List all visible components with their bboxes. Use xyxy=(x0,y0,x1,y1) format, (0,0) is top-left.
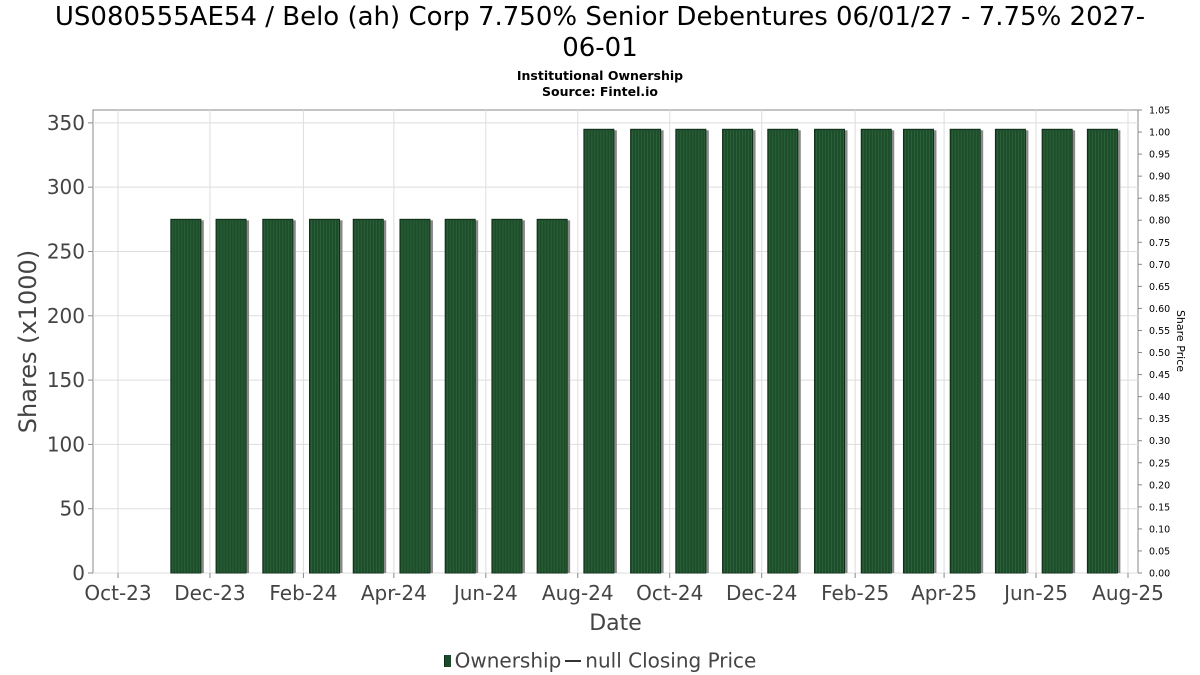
x-tick-label: Oct-23 xyxy=(84,581,151,605)
y2-tick-label: 0.45 xyxy=(1149,370,1170,381)
y2-axis-title: Share Price xyxy=(1174,310,1187,372)
ownership-bar xyxy=(949,128,981,574)
ownership-bar xyxy=(309,218,341,574)
ownership-bar xyxy=(1041,128,1073,574)
y2-tick-label: 0.70 xyxy=(1149,260,1170,271)
chart-legend: Ownership null Closing Price xyxy=(0,647,1200,673)
y2-tick-label: 0.55 xyxy=(1149,326,1170,337)
x-tick-label: Dec-24 xyxy=(726,581,797,605)
y-tick-label: 100 xyxy=(47,432,85,456)
legend-ownership: Ownership xyxy=(454,648,562,673)
y2-tick-label: 0.35 xyxy=(1149,414,1170,425)
ownership-bar xyxy=(444,218,476,574)
y2-tick-label: 0.40 xyxy=(1149,392,1170,403)
y2-tick-label: 0.20 xyxy=(1149,480,1170,491)
ownership-bar xyxy=(170,218,202,574)
y-tick-label: 150 xyxy=(47,368,85,392)
y2-tick-label: 0.95 xyxy=(1149,150,1170,161)
ownership-bar xyxy=(814,128,846,574)
y-tick-label: 0 xyxy=(72,561,85,585)
x-axis-title: Date xyxy=(589,611,642,636)
ownership-bar xyxy=(536,218,568,574)
ownership-bar xyxy=(860,128,892,574)
x-tick-label: Oct-24 xyxy=(636,581,703,605)
x-tick-label: Jun-24 xyxy=(452,581,518,605)
ownership-bar xyxy=(722,128,754,574)
chart-source: Source: Fintel.io xyxy=(542,84,658,99)
x-tick-label: Feb-24 xyxy=(269,581,337,605)
y2-tick-label: 0.00 xyxy=(1149,569,1170,580)
x-tick-label: Feb-25 xyxy=(821,581,889,605)
y2-tick-label: 0.75 xyxy=(1149,238,1170,249)
x-tick-label: Aug-24 xyxy=(542,581,614,605)
y2-tick-label: 0.15 xyxy=(1149,502,1170,513)
ownership-bar xyxy=(902,128,934,574)
y2-tick-label: 0.30 xyxy=(1149,436,1170,447)
y2-tick-label: 1.05 xyxy=(1149,106,1170,117)
ownership-bar xyxy=(399,218,431,574)
price-legend-swatch xyxy=(565,659,582,662)
y2-tick-label: 1.00 xyxy=(1149,128,1170,139)
chart-subtitle: Institutional Ownership xyxy=(516,68,684,83)
y2-tick-label: 0.65 xyxy=(1149,282,1170,293)
x-tick-label: Aug-25 xyxy=(1092,581,1164,605)
y2-tick-label: 0.80 xyxy=(1149,216,1170,227)
y2-tick-label: 0.60 xyxy=(1149,304,1170,315)
ownership-bar xyxy=(352,218,384,574)
y-tick-label: 300 xyxy=(47,175,85,199)
ownership-legend-swatch xyxy=(443,654,451,667)
ownership-bar xyxy=(215,218,247,574)
x-tick-label: Apr-25 xyxy=(911,581,977,605)
chart-title-line2: 06-01 xyxy=(562,33,638,63)
y-tick-label: 200 xyxy=(47,304,85,328)
y-tick-label: 350 xyxy=(47,111,85,135)
x-tick-label: Jun-25 xyxy=(1002,581,1068,605)
y2-tick-label: 0.25 xyxy=(1149,458,1170,469)
ownership-bar xyxy=(994,128,1026,574)
y-tick-label: 250 xyxy=(47,239,85,263)
y2-tick-label: 0.05 xyxy=(1149,546,1170,557)
ownership-bar xyxy=(630,128,662,574)
y2-tick-label: 0.90 xyxy=(1149,172,1170,183)
chart-title-line1: US080555AE54 / Belo (ah) Corp 7.750% Sen… xyxy=(54,2,1146,32)
legend-price: null Closing Price xyxy=(585,648,757,673)
x-tick-label: Dec-23 xyxy=(174,581,245,605)
y-tick-label: 50 xyxy=(60,497,85,521)
ownership-bar xyxy=(767,128,799,574)
y-axis-title: Shares (x1000) xyxy=(14,250,42,433)
y2-tick-label: 0.50 xyxy=(1149,348,1170,359)
ownership-bar xyxy=(675,128,707,574)
y2-tick-label: 0.10 xyxy=(1149,524,1170,535)
x-tick-label: Apr-24 xyxy=(361,581,427,605)
ownership-bar xyxy=(262,218,294,574)
y2-tick-label: 0.85 xyxy=(1149,194,1170,205)
ownership-bar xyxy=(1086,128,1118,574)
ownership-bar xyxy=(583,128,615,574)
ownership-bar xyxy=(491,218,523,574)
